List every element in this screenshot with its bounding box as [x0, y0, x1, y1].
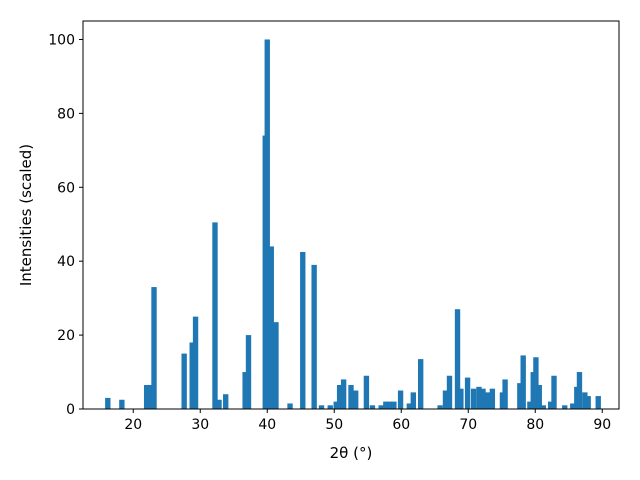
bar — [143, 384, 150, 409]
bar — [576, 372, 583, 409]
bar — [318, 405, 325, 409]
bar — [540, 405, 546, 409]
bar — [268, 246, 274, 409]
x-axis-label: 2θ (°) — [330, 444, 373, 462]
bar — [485, 392, 491, 409]
bar — [520, 355, 526, 409]
bar — [353, 390, 359, 409]
bar — [437, 405, 443, 409]
bar — [442, 390, 449, 409]
bar — [333, 401, 339, 409]
x-tick-label: 90 — [593, 417, 611, 433]
bar — [397, 390, 404, 409]
bar — [533, 357, 539, 409]
bar — [489, 388, 496, 409]
x-tick-label: 50 — [325, 417, 343, 433]
bar — [369, 405, 376, 409]
bar — [300, 251, 306, 409]
x-tick-label: 30 — [191, 417, 209, 433]
bar — [480, 388, 486, 409]
bars — [105, 39, 601, 410]
bar — [264, 39, 270, 409]
bar — [378, 405, 384, 409]
bar — [582, 392, 588, 409]
bar — [387, 401, 393, 409]
bar — [418, 359, 424, 409]
bar — [348, 384, 354, 409]
bar — [287, 403, 293, 409]
bar — [595, 396, 601, 409]
bar — [410, 392, 416, 409]
bar — [119, 399, 125, 409]
bar — [336, 384, 343, 409]
bar — [458, 388, 464, 409]
bar — [470, 388, 477, 409]
bar — [476, 386, 482, 409]
bar — [242, 372, 248, 409]
y-tick-label: 100 — [48, 32, 75, 48]
bar — [585, 396, 591, 409]
bar — [216, 399, 222, 409]
bar — [383, 401, 389, 409]
bar — [189, 342, 195, 409]
bar — [151, 287, 157, 409]
x-tick-label: 60 — [392, 417, 410, 433]
y-tick-label: 80 — [57, 106, 75, 122]
plot-frame — [82, 20, 620, 410]
bar — [327, 405, 333, 409]
bar — [391, 401, 397, 409]
bar — [517, 383, 523, 409]
bar — [551, 375, 557, 409]
bar — [562, 405, 568, 409]
bar — [181, 353, 187, 409]
bar — [527, 401, 533, 409]
bar — [446, 375, 453, 409]
y-tick-label: 20 — [57, 328, 75, 344]
bar — [273, 322, 279, 409]
bar — [454, 309, 461, 409]
bar — [147, 384, 154, 409]
x-tick-label: 40 — [258, 417, 276, 433]
bar — [406, 403, 412, 409]
y-axis: 0 20 40 60 80 100 — [48, 32, 83, 418]
bar — [499, 392, 506, 409]
bar — [212, 222, 218, 409]
bar — [105, 397, 111, 409]
bar — [245, 335, 252, 409]
x-axis: 20 30 40 50 60 70 80 90 — [124, 409, 611, 433]
bar — [502, 379, 508, 409]
y-tick-label: 40 — [57, 254, 75, 270]
bar — [311, 264, 317, 409]
x-tick-label: 20 — [124, 417, 142, 433]
bar — [536, 384, 542, 409]
y-tick-label: 60 — [57, 180, 75, 196]
bar — [363, 375, 370, 409]
bar — [223, 394, 229, 409]
y-axis-label: Intensities (scaled) — [17, 144, 35, 286]
y-tick-label: 0 — [66, 402, 75, 418]
x-tick-label: 80 — [526, 417, 544, 433]
bar — [547, 401, 554, 409]
bar — [340, 379, 347, 409]
x-tick-label: 70 — [459, 417, 477, 433]
bar — [570, 403, 576, 409]
bar — [192, 316, 199, 409]
bar — [464, 377, 471, 409]
